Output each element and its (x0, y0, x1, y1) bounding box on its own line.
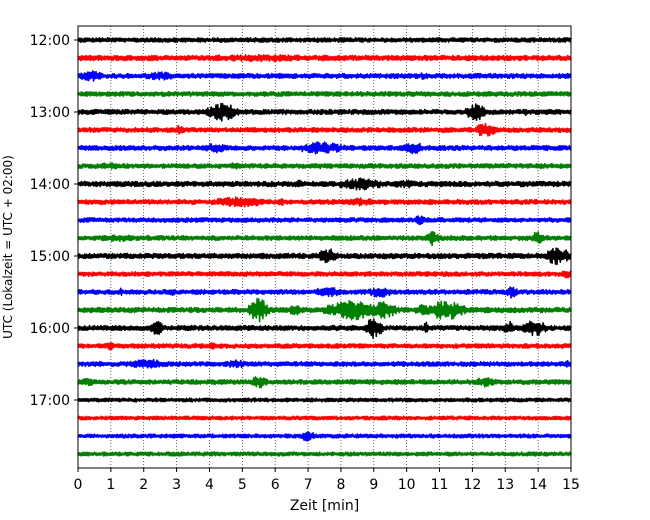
trace-1315 (77, 122, 572, 137)
y-tick-label: 12:00 (30, 33, 70, 49)
trace-1630 (77, 358, 572, 369)
x-tick-label: 14 (529, 477, 547, 493)
x-tick-label: 12 (463, 477, 481, 493)
trace-1500 (77, 247, 572, 266)
x-axis-label: Zeit [min] (290, 498, 359, 514)
x-tick-label: 5 (238, 477, 247, 493)
trace-1400 (77, 177, 572, 191)
x-tick-label: 2 (139, 477, 148, 493)
trace-1515 (77, 270, 572, 279)
x-tick-label: 6 (271, 477, 280, 493)
y-tick-label: 16:00 (30, 321, 70, 337)
y-axis-label: UTC (Lokalzeit = UTC + 02:00) (1, 155, 15, 339)
x-tick-label: 0 (74, 477, 83, 493)
trace-1300 (77, 102, 572, 122)
x-tick-label: 9 (369, 477, 378, 493)
x-tick-label: 1 (106, 477, 115, 493)
y-tick-label: 15:00 (30, 249, 70, 265)
trace-1345 (77, 162, 572, 170)
y-tick-label: 17:00 (30, 393, 70, 409)
trace-1415 (77, 196, 572, 208)
x-tick-label: 10 (398, 477, 416, 493)
trace-1545 (77, 297, 572, 323)
trace-1200 (77, 37, 572, 43)
trace-1430 (77, 215, 572, 226)
y-tick-label: 13:00 (30, 105, 70, 121)
trace-1715 (77, 415, 572, 421)
trace-1445 (77, 230, 572, 247)
x-tick-label: 3 (172, 477, 181, 493)
trace-1230 (77, 70, 572, 82)
trace-1330 (77, 141, 572, 155)
trace-1615 (77, 341, 572, 351)
trace-1530 (77, 286, 572, 299)
trace-1600 (77, 318, 572, 339)
trace-1745 (77, 451, 572, 457)
trace-1730 (77, 430, 572, 442)
trace-1700 (77, 397, 572, 403)
trace-1215 (77, 53, 572, 63)
trace-series (77, 37, 572, 457)
x-tick-label: 15 (562, 477, 580, 493)
x-tick-label: 4 (205, 477, 214, 493)
x-tick-label: 8 (336, 477, 345, 493)
plot-frame (77, 25, 572, 469)
x-tick-label: 11 (431, 477, 449, 493)
x-axis-ticks: 0 1 2 3 4 5 6 7 8 9 10 11 12 13 14 15 (74, 468, 580, 493)
y-tick-label: 14:00 (30, 177, 70, 193)
y-axis-ticks: 12:00 13:00 14:00 15:00 16:00 17:00 (30, 33, 78, 409)
x-tick-label: 13 (496, 477, 514, 493)
x-tick-label: 7 (304, 477, 313, 493)
trace-1645 (77, 376, 572, 389)
trace-1245 (77, 90, 572, 98)
